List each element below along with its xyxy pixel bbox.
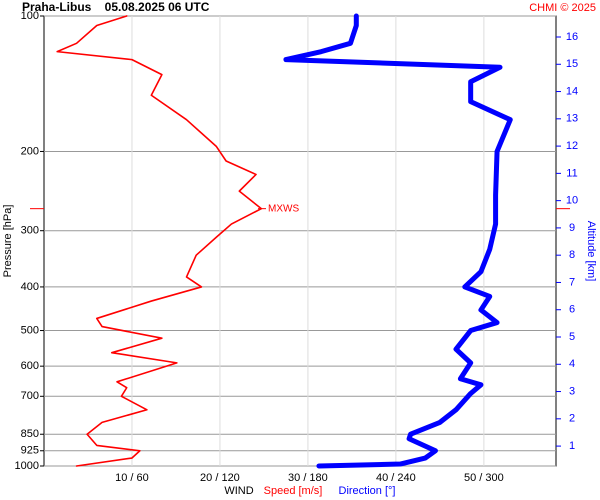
y-tick-label: 850 [21,428,39,440]
profile-line [283,13,513,469]
legend-entry: Speed [m/s] [264,485,323,497]
y-tick-label: 500 [21,324,39,336]
y2-tick-label: 7 [569,276,575,288]
y-tick-label: 200 [21,145,39,157]
y-tick-label: 600 [21,360,39,372]
x-tick-label: 10 / 60 [115,472,149,484]
y-tick-label: 925 [21,445,39,457]
legend-entry: Direction [°] [339,485,396,497]
y2-tick-label: 9 [569,222,575,234]
y2-tick-label: 16 [566,31,578,43]
y2-tick-label: 6 [569,304,575,316]
y2-tick-label: 3 [569,385,575,397]
y-tick-label: 1000 [15,460,39,472]
y2-tick-label: 11 [566,167,577,179]
y2-tick-label: 15 [566,58,578,70]
x-tick-label: 30 / 180 [288,472,328,484]
y2-tick-label: 5 [569,331,575,343]
y2-tick-label: 4 [569,358,575,370]
x-tick-label: 40 / 240 [376,472,416,484]
y-tick-label: 300 [21,225,39,237]
plot-frame [43,15,557,467]
y2-tick-label: 8 [569,249,575,261]
y-axis-title: Pressure [hPa] [2,205,14,278]
x-tick-label: 20 / 120 [200,472,240,484]
x-tick-label: 50 / 300 [464,472,504,484]
annotation: MXWS [268,203,299,214]
y-tick-label: 400 [21,281,39,293]
x-axis-title: WIND [224,485,253,497]
y2-axis-title: Altitude [km] [585,221,597,282]
y2-tick-label: 13 [566,113,578,125]
y-tick-label: 700 [21,390,39,402]
y2-tick-label: 14 [566,85,578,97]
chart-title: Praha-Libus 05.08.2025 06 UTC [22,0,210,14]
y2-tick-label: 12 [566,140,578,152]
source: CHMI © 2025 [529,2,596,14]
y2-tick-label: 2 [569,413,575,425]
y2-tick-label: 10 [566,195,578,207]
y2-tick-label: 1 [569,440,575,452]
y-tick-label: 100 [21,10,39,22]
profile-line [56,15,263,467]
